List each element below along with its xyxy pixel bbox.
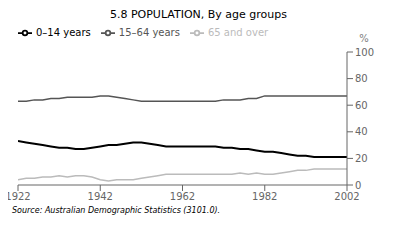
svg-text:1922: 1922	[8, 191, 31, 202]
svg-text:2002: 2002	[334, 191, 359, 202]
svg-text:40: 40	[355, 126, 368, 137]
html-text:0–14 years: 0–14 years	[36, 27, 91, 38]
svg-text:20: 20	[355, 153, 368, 164]
html-text:Source: Australian Demographic: Source: Australian Demographic Statistic…	[12, 206, 221, 215]
html-text:5.8 POPULATION, By age groups: 5.8 POPULATION, By age groups	[110, 8, 287, 21]
html-text:15–64 years: 15–64 years	[118, 27, 180, 38]
svg-text:1962: 1962	[170, 191, 195, 202]
svg-text:80: 80	[355, 73, 368, 84]
svg-text:100: 100	[355, 47, 374, 58]
svg-text:1982: 1982	[252, 191, 277, 202]
svg-text:60: 60	[355, 100, 368, 111]
svg-text:0: 0	[355, 180, 361, 191]
svg-text:1942: 1942	[88, 191, 113, 202]
html-text:65 and over: 65 and over	[208, 27, 269, 38]
svg-text:%: %	[359, 33, 369, 44]
